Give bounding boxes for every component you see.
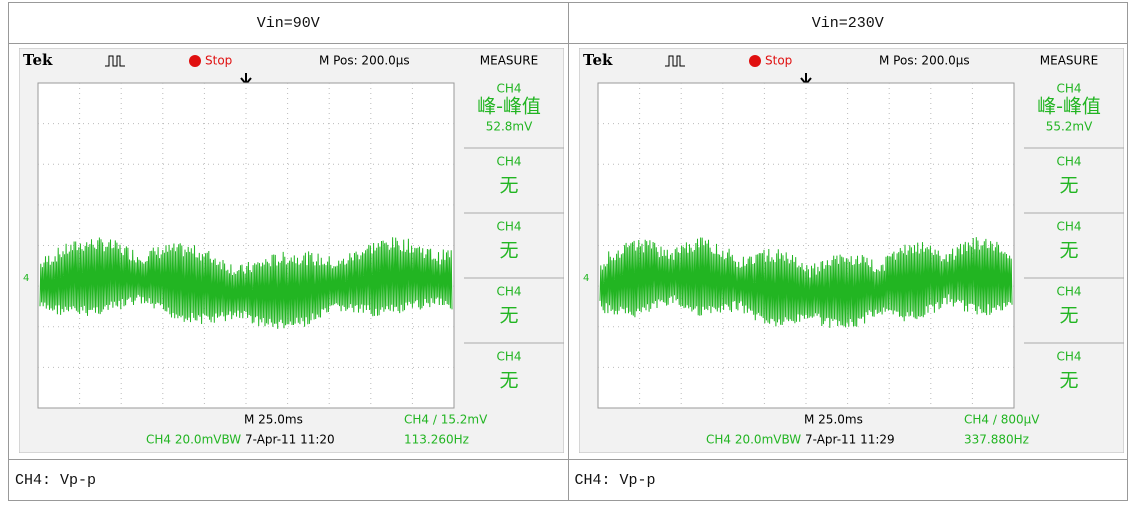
stop-dot (749, 55, 761, 67)
date: 7-Apr-11 11:20 (245, 433, 335, 447)
meas-type: 峰-峰值 (1037, 96, 1101, 118)
timebase: M 25.0ms (244, 413, 303, 427)
channel-setting: CH4 20.0mVBW (146, 433, 241, 447)
trigger-setting: CH4 ∕ 15.2mV (404, 413, 488, 427)
meas-channel: CH4 (496, 155, 521, 169)
meas-type: 无 (499, 175, 518, 197)
meas-type: 无 (499, 305, 518, 327)
meas-channel: CH4 (496, 285, 521, 299)
brand: Tek (23, 51, 53, 69)
meas-channel: CH4 (496, 82, 521, 96)
graticule (38, 83, 454, 408)
date: 7-Apr-11 11:29 (805, 433, 895, 447)
caption-cell: CH4: Vp-p (9, 460, 569, 501)
channel-marker: 4 (23, 273, 29, 284)
meas-value: 55.2mV (1045, 120, 1092, 134)
frequency: 337.880Hz (964, 433, 1029, 447)
menu-title: MEASURE (480, 54, 538, 68)
caption-cell: CH4: Vp-p (568, 460, 1128, 501)
header-cell: Vin=90V (9, 3, 569, 44)
meas-channel: CH4 (1056, 82, 1081, 96)
channel-setting: CH4 20.0mVBW (706, 433, 801, 447)
channel-marker: 4 (583, 273, 589, 284)
timebase: M 25.0ms (804, 413, 863, 427)
meas-type: 无 (1059, 305, 1078, 327)
meas-type: 峰-峰值 (477, 96, 541, 118)
menu-title: MEASURE (1039, 54, 1097, 68)
trigger-setting: CH4 ∕ 800µV (964, 413, 1040, 427)
status: Stop (765, 54, 792, 68)
frequency: 113.260Hz (404, 433, 469, 447)
meas-channel: CH4 (1056, 285, 1081, 299)
meas-channel: CH4 (1056, 155, 1081, 169)
stop-dot (189, 55, 201, 67)
position: M Pos: 200.0µs (879, 54, 970, 68)
brand: Tek (583, 51, 613, 69)
meas-type: 无 (499, 240, 518, 262)
header-cell: Vin=230V (568, 3, 1128, 44)
meas-channel: CH4 (496, 220, 521, 234)
meas-channel: CH4 (496, 350, 521, 364)
meas-type: 无 (1059, 370, 1078, 392)
meas-value: 52.8mV (486, 120, 533, 134)
meas-type: 无 (1059, 175, 1078, 197)
graticule (598, 83, 1014, 408)
meas-type: 无 (1059, 240, 1078, 262)
meas-channel: CH4 (1056, 220, 1081, 234)
status: Stop (205, 54, 232, 68)
meas-channel: CH4 (1056, 350, 1081, 364)
position: M Pos: 200.0µs (319, 54, 410, 68)
meas-type: 无 (499, 370, 518, 392)
page: Vin=90VVin=230V Tek Stop M Pos: 200.0µs MEA… (0, 0, 1136, 505)
